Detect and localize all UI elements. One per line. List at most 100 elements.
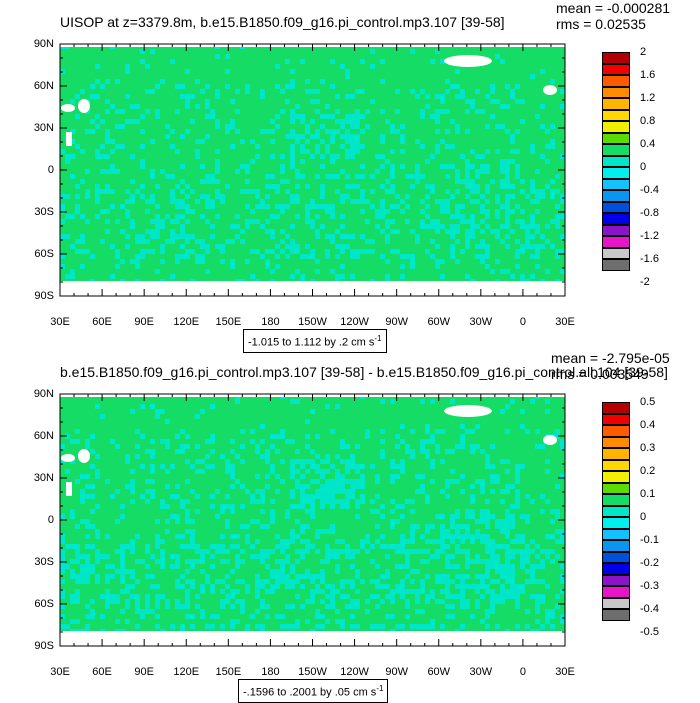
colorbar-label: -0.4 [640,184,659,196]
colorbar-swatch [602,551,630,563]
colorbar-swatch [602,609,630,621]
land-mask-east [543,435,557,445]
colorbar-label: 0 [640,161,647,173]
colorbar-swatch [602,259,630,271]
map-area [59,393,566,647]
rms-value: rms = 0.02535 [556,16,646,32]
colorbar-label: -0.8 [640,207,659,219]
colorbar-label: 0.2 [640,465,656,477]
lon-tick-label: 120W [340,666,369,678]
lon-tick-label: 120W [340,316,369,328]
field-texture [60,394,565,634]
lon-tick-label: 120E [173,316,200,328]
lon-tick-label: 60W [427,316,451,328]
colorbar-swatch [602,178,630,190]
colorbar-swatch [602,236,630,248]
colorbar-swatch [602,448,630,460]
plot-title: b.e15.B1850.f09_g16.pi_control.mp3.107 [… [60,364,668,380]
mean-value: mean = -0.000281 [556,0,671,16]
lat-tick-label: 90S [34,290,54,302]
land-mask-west [61,454,75,462]
lat-tick-label: 30S [34,206,54,218]
colorbar-swatch [602,459,630,471]
lon-tick-label: 150E [215,316,242,328]
colorbar-swatch [602,132,630,144]
land-mask-gulf [66,482,72,496]
land-mask-west-2 [78,449,90,463]
colorbar-label: 0.4 [640,419,656,431]
colorbar-swatch [602,75,630,87]
colorbar-label: 0.8 [640,115,656,127]
lat-tick-label: 60S [34,598,54,610]
land-mask-greenland [444,405,492,417]
colorbar-swatch [602,144,630,156]
colorbar-swatch [602,586,630,598]
lon-tick-label: 150W [298,316,327,328]
lon-tick-label: 30E [555,316,575,328]
colorbar-swatch [602,528,630,540]
colorbar-swatch [602,224,630,236]
land-mask-west [61,104,75,112]
colorbar-swatch [602,517,630,529]
plot-title: UISOP at z=3379.8m, b.e15.B1850.f09_g16.… [60,14,505,30]
colorbar-label: 1.2 [640,92,656,104]
lon-tick-label: 60W [427,666,451,678]
land-mask-east [543,85,557,95]
lon-tick-label: 30W [469,316,493,328]
lon-tick-label: 60E [92,316,112,328]
axis-ticks [59,393,566,647]
colorbar-label: 0.5 [640,396,656,408]
colorbar-swatch [602,402,630,414]
lat-tick-label: 0 [47,164,54,176]
lon-tick-label: 30W [469,666,493,678]
colorbar-label: -1.2 [640,230,659,242]
lon-tick-label: 180 [261,316,280,328]
lat-tick-label: 60N [33,80,54,92]
map-area [59,43,566,297]
lat-tick-label: 60S [34,248,54,260]
colorbar-swatch [602,482,630,494]
colorbar-label: -2 [640,276,650,288]
colorbar-swatch [602,425,630,437]
colorbar-swatch [602,121,630,133]
colorbar-swatch [602,505,630,517]
colorbar-label: 0 [640,511,647,523]
lon-tick-label: 150E [215,666,242,678]
colorbar-swatch [602,597,630,609]
field-texture [60,44,565,284]
colorbar-swatch [602,471,630,483]
colorbar-swatch [602,247,630,259]
contour-range-label: -.1596 to .2001 by .05 cm s-1 [238,679,389,703]
lat-tick-label: 90N [33,38,54,50]
map-plot-uisop [59,43,566,297]
lon-tick-label: 90E [134,666,154,678]
map-panel-uisop: UISOP at z=3379.8m, b.e15.B1850.f09_g16.… [0,0,700,353]
lat-tick-label: 0 [47,514,54,526]
colorbar-swatch [602,540,630,552]
colorbar-label: -0.3 [640,580,659,592]
colorbar-label: 0.3 [640,442,656,454]
lon-tick-label: 90W [385,666,408,678]
colorbar-label: 0.1 [640,488,656,500]
map-panel-difference: b.e15.B1850.f09_g16.pi_control.mp3.107 [… [0,350,700,703]
colorbar-swatch [602,52,630,64]
rms-value: rms = 0.003549 [551,366,649,382]
colorbar-swatch [602,109,630,121]
lat-tick-label: 30S [34,556,54,568]
colorbar-swatch [602,167,630,179]
lat-tick-label: 90N [33,388,54,400]
lat-tick-label: 30N [33,122,54,134]
lon-tick-label: 60E [92,666,112,678]
lon-tick-label: 90E [134,316,154,328]
lon-tick-label: 0 [519,666,526,678]
lat-tick-label: 90S [34,640,54,652]
colorbar-swatch [602,413,630,425]
lon-tick-label: 0 [519,316,526,328]
lat-tick-label: 60N [33,430,54,442]
colorbar-swatch [602,494,630,506]
colorbar-label: -0.1 [640,534,659,546]
colorbar-swatch [602,574,630,586]
colorbar-label: 1.6 [640,69,656,81]
land-mask-west-2 [78,99,90,113]
land-mask-gulf [66,132,72,146]
